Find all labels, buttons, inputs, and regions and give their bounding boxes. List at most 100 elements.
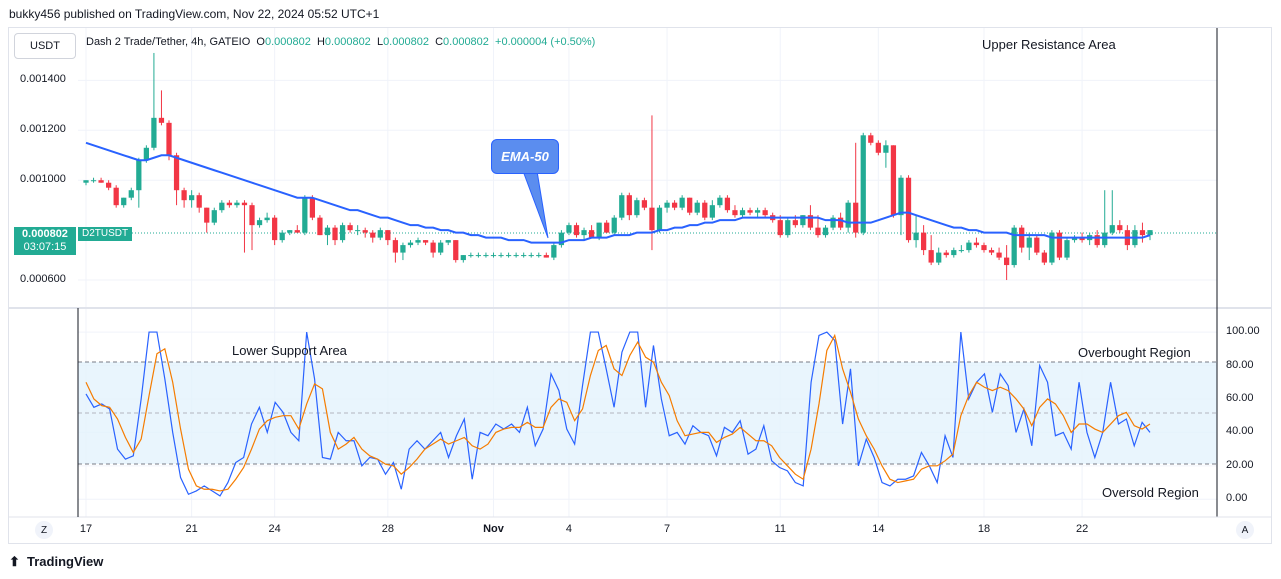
candle [445, 240, 451, 246]
candle [302, 195, 308, 236]
candle [128, 187, 134, 201]
candle [868, 132, 874, 146]
candle-body [928, 250, 934, 263]
tradingview-logo: ⬆ TradingView [9, 554, 103, 570]
candle-body [913, 232, 919, 241]
candle-body [724, 197, 731, 211]
candle [166, 120, 172, 161]
candle-body [279, 232, 285, 241]
time-tick-label: 18 [977, 523, 991, 535]
candle-body [151, 117, 157, 148]
auto-scale-button[interactable]: A [1236, 521, 1254, 539]
symbol-legend: Dash 2 Trade/Tether, 4h, GATEIO O0.00080… [86, 36, 595, 48]
candle-body [973, 242, 980, 246]
candle-body [619, 195, 625, 218]
candle [264, 212, 270, 223]
candle [883, 140, 889, 168]
candle-body [588, 230, 595, 238]
candle-body [860, 135, 866, 233]
candle [966, 240, 972, 253]
candle-body [694, 202, 700, 213]
candle-body [90, 180, 97, 182]
candle-body [1026, 237, 1032, 248]
currency-button[interactable]: USDT [14, 33, 76, 59]
candle [1011, 225, 1017, 268]
candle [898, 175, 904, 236]
candle-body [754, 210, 761, 213]
candle-body [1019, 227, 1025, 248]
candle-body [966, 242, 972, 251]
candle [958, 245, 964, 253]
candle [407, 240, 414, 248]
candle [1087, 232, 1093, 246]
time-tick-label: 24 [268, 523, 281, 535]
candle [875, 140, 881, 156]
candle-body [800, 215, 806, 226]
stoch-k-line [85, 331, 1151, 497]
candle [385, 230, 391, 246]
candle-series [83, 52, 1153, 281]
candle [204, 207, 210, 233]
candle-body [505, 255, 512, 257]
candle-body [521, 255, 527, 257]
candle-body [792, 220, 798, 226]
candle [1019, 225, 1025, 253]
candle [234, 200, 240, 208]
candle [581, 227, 587, 241]
candle [90, 177, 97, 183]
candle-body [1109, 225, 1115, 233]
overbought-label: Overbought Region [1078, 345, 1191, 360]
candle-body [528, 255, 534, 257]
legend-close: 0.000802 [443, 36, 489, 48]
candle [1056, 230, 1063, 261]
candle [830, 215, 836, 231]
candle-body [400, 245, 406, 253]
candle-body [1094, 235, 1100, 246]
candle-body [513, 255, 519, 257]
candle [98, 177, 104, 183]
stoch-tick-label: 100.00 [1226, 325, 1260, 338]
candle [317, 215, 323, 236]
candle [837, 212, 844, 231]
candle-body [875, 142, 881, 153]
candle-body [219, 202, 225, 211]
candle-body [1056, 232, 1063, 258]
candle-body [272, 217, 278, 241]
candle-body [438, 242, 444, 253]
candle-body [392, 240, 399, 253]
candle [211, 207, 217, 226]
legend-open: 0.000802 [264, 36, 311, 48]
timezone-button[interactable]: Z [35, 521, 53, 539]
candle-body [641, 200, 648, 208]
candle [1034, 235, 1040, 256]
candle [279, 230, 285, 243]
candle-body [543, 255, 549, 258]
stoch-tick-label: 20.00 [1226, 458, 1254, 471]
time-tick-label: 22 [1075, 523, 1089, 535]
candle-body [830, 217, 836, 228]
candle-body [189, 195, 195, 201]
upper-resistance-label: Upper Resistance Area [982, 37, 1116, 52]
candle-body [845, 202, 851, 228]
time-tick-label: 4 [565, 523, 572, 535]
candle [822, 225, 829, 238]
candle-body [339, 225, 346, 241]
candle [762, 207, 768, 218]
price-tick-label: 0.001000 [20, 173, 66, 186]
candle [309, 195, 316, 221]
candle [558, 230, 565, 248]
candle [287, 230, 293, 236]
candle-body [626, 195, 632, 216]
candle [656, 205, 663, 233]
candle-body [362, 230, 368, 233]
candle [483, 252, 489, 258]
candle [1094, 230, 1100, 248]
candle [905, 175, 912, 243]
candle [400, 242, 406, 261]
candle [1132, 225, 1138, 248]
candle [1139, 222, 1146, 243]
candle [920, 225, 927, 256]
candle [679, 195, 685, 211]
candle-body [920, 232, 927, 251]
candle-body [687, 197, 693, 213]
